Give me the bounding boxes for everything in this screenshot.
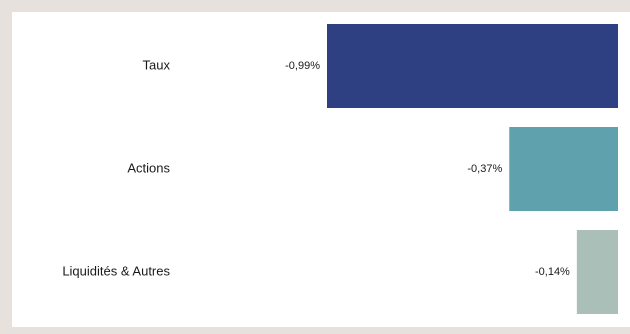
chart-panel: Taux -0,99% Actions -0,37% Liquidités & Autr…: [12, 12, 630, 327]
bar-chart: Taux -0,99% Actions -0,37% Liquidités & Autr…: [62, 24, 618, 314]
bar-taux: [327, 24, 618, 108]
value-label-liquidites-autres: -0,14%: [535, 266, 570, 278]
value-label-actions: -0,37%: [467, 163, 502, 175]
category-label-actions: Actions: [127, 160, 170, 175]
bar-actions: [509, 127, 618, 211]
category-label-liquidites-autres: Liquidités & Autres: [62, 263, 170, 278]
category-label-taux: Taux: [143, 57, 171, 72]
value-label-taux: -0,99%: [285, 60, 320, 72]
bar-liquidites-autres: [576, 230, 618, 314]
